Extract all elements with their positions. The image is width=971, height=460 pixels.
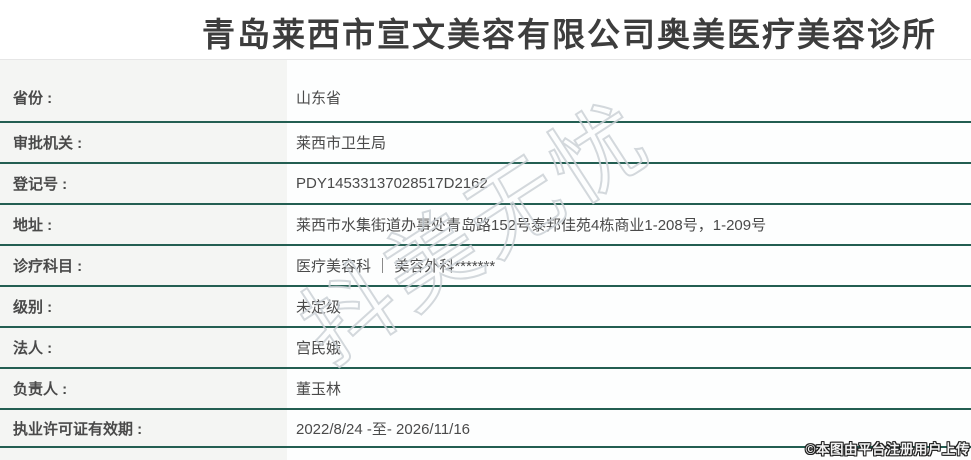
row-label: 执业许可证有效期 :: [0, 410, 287, 446]
title-bar: 青岛莱西市宣文美容有限公司奥美医疗美容诊所: [0, 0, 971, 59]
table-row-license-validity: 执业许可证有效期 : 2022/8/24 -至- 2026/11/16: [0, 410, 971, 448]
table-row-address: 地址 : 莱西市水集街道办事处青岛路152号泰邦佳苑4栋商业1-208号，1-2…: [0, 205, 971, 246]
row-label: [0, 448, 287, 460]
table-row-approval-authority: 审批机关 : 莱西市卫生局: [0, 123, 971, 164]
row-value: 莱西市水集街道办事处青岛路152号泰邦佳苑4栋商业1-208号，1-209号: [287, 205, 971, 244]
license-info-table: 省份 : 山东省 审批机关 : 莱西市卫生局 登记号 : PDY14533137…: [0, 60, 971, 460]
table-row-person-in-charge: 负责人 : 董玉林: [0, 369, 971, 410]
row-value: PDY14533137028517D2162: [287, 164, 971, 203]
row-label: 负责人 :: [0, 369, 287, 408]
row-value: 董玉林: [287, 369, 971, 408]
table-row-partial: [0, 448, 971, 460]
row-label: 地址 :: [0, 205, 287, 244]
page-title: 青岛莱西市宣文美容有限公司奥美医疗美容诊所: [202, 15, 937, 53]
row-label: 级别 :: [0, 287, 287, 326]
row-value: 未定级: [287, 287, 971, 326]
row-value: 医疗美容科 ｜ 美容外科*******: [287, 246, 971, 285]
row-label: 诊疗科目 :: [0, 246, 287, 285]
row-value: 宫民娥: [287, 328, 971, 367]
row-label: 法人 :: [0, 328, 287, 367]
row-value: [287, 448, 971, 460]
row-value: 山东省: [287, 60, 971, 121]
row-label: 审批机关 :: [0, 123, 287, 162]
row-value: 2022/8/24 -至- 2026/11/16: [287, 410, 971, 446]
table-row-registration-number: 登记号 : PDY14533137028517D2162: [0, 164, 971, 205]
table-row-treatment-subjects: 诊疗科目 : 医疗美容科 ｜ 美容外科*******: [0, 246, 971, 287]
table-row-province: 省份 : 山东省: [0, 60, 971, 123]
row-label: 登记号 :: [0, 164, 287, 203]
row-label: 省份 :: [0, 60, 287, 121]
table-row-legal-person: 法人 : 宫民娥: [0, 328, 971, 369]
title-divider: [0, 59, 971, 60]
row-value: 莱西市卫生局: [287, 123, 971, 162]
upload-credit-watermark: ©本图由平台注册用户上传: [805, 442, 970, 457]
table-row-level: 级别 : 未定级: [0, 287, 971, 328]
